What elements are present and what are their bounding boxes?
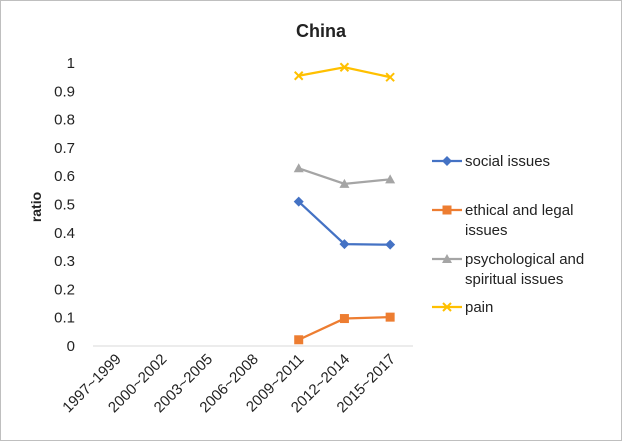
data-point-marker bbox=[339, 62, 350, 72]
y-tick-label: 1 bbox=[67, 55, 75, 72]
y-tick-label: 0.9 bbox=[54, 83, 75, 100]
data-point-marker bbox=[339, 314, 349, 324]
data-point-marker bbox=[385, 174, 396, 184]
y-tick-label: 0.6 bbox=[54, 168, 75, 185]
data-point-marker bbox=[442, 156, 452, 166]
series-line bbox=[298, 66, 391, 79]
data-point-marker bbox=[294, 71, 304, 81]
legend: social issues ethical and legal issues psyc… bbox=[432, 153, 584, 316]
chart-title: China bbox=[296, 21, 347, 41]
legend-item: ethical and legal issues bbox=[432, 202, 573, 239]
series bbox=[294, 312, 395, 345]
y-tick-label: 0.3 bbox=[54, 253, 75, 270]
legend-label: social issues bbox=[465, 153, 550, 170]
y-axis-label: ratio bbox=[28, 192, 44, 222]
y-tick-label: 0.4 bbox=[54, 225, 75, 242]
legend-item: psychological and spiritual issues bbox=[432, 251, 584, 288]
y-tick-label: 0.1 bbox=[54, 310, 75, 327]
series bbox=[293, 196, 396, 250]
data-point-marker bbox=[294, 335, 304, 345]
data-point-marker bbox=[293, 163, 304, 173]
series-group bbox=[293, 62, 396, 345]
y-tick-label: 0.8 bbox=[54, 112, 75, 129]
data-point-marker bbox=[385, 239, 396, 250]
data-point-marker bbox=[339, 178, 350, 188]
legend-label: pain bbox=[465, 299, 493, 316]
legend-item: pain bbox=[432, 299, 493, 316]
y-tick-label: 0.2 bbox=[54, 281, 75, 298]
series bbox=[294, 62, 395, 82]
y-tick-label: 0.7 bbox=[54, 140, 75, 157]
y-tick-label: 0 bbox=[67, 338, 75, 355]
data-point-marker bbox=[293, 196, 304, 207]
series bbox=[293, 163, 396, 188]
data-point-marker bbox=[385, 72, 395, 82]
x-tick-labels: 1997~19992000~20022003~20052006~20082009… bbox=[59, 351, 399, 416]
legend-label: psychological and spiritual issues bbox=[465, 251, 584, 288]
legend-item: social issues bbox=[432, 153, 550, 170]
series-line bbox=[297, 200, 391, 246]
data-point-marker bbox=[442, 302, 452, 312]
data-point-marker bbox=[339, 239, 350, 250]
y-tick-labels: 0 0.1 0.2 0.3 0.4 0.5 0.6 0.7 0.8 0.9 1 bbox=[54, 55, 75, 355]
data-point-marker bbox=[442, 205, 452, 215]
data-point-marker bbox=[385, 312, 395, 322]
data-point-marker bbox=[442, 254, 452, 263]
legend-label: ethical and legal issues bbox=[465, 202, 573, 239]
y-tick-label: 0.5 bbox=[54, 197, 75, 214]
